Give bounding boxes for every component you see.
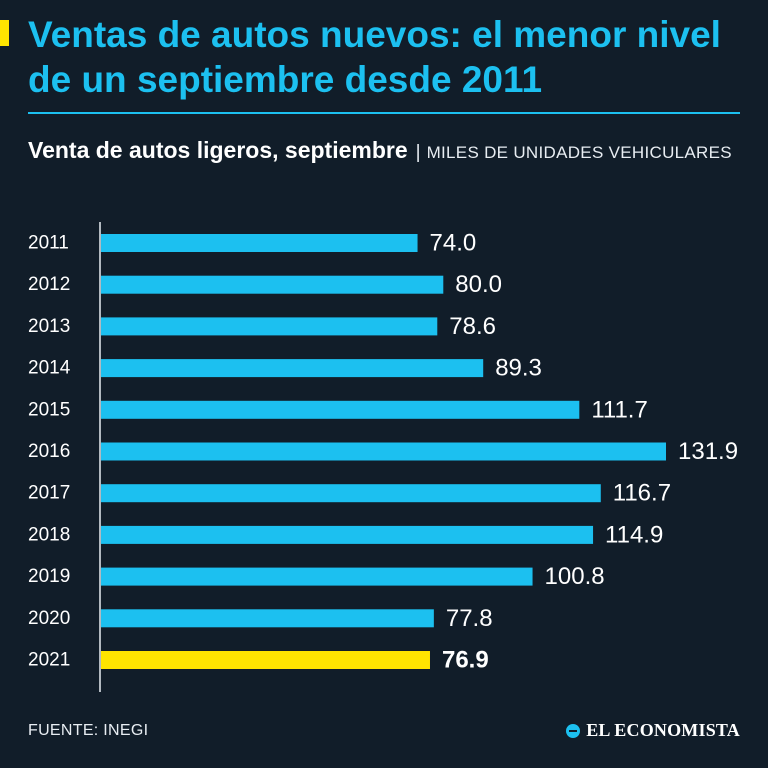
bar xyxy=(101,275,444,294)
data-label: 111.7 xyxy=(591,396,648,423)
brand-globe-icon xyxy=(566,723,581,738)
brand-name: EL ECONOMISTA xyxy=(586,720,740,740)
y-tick-label: 2014 xyxy=(28,358,71,379)
data-label: 89.3 xyxy=(495,355,542,382)
y-tick-label: 2017 xyxy=(28,483,70,504)
source-note: FUENTE: INEGI xyxy=(28,722,149,739)
bar-highlight xyxy=(101,651,430,669)
brand-logo: EL ECONOMISTA xyxy=(566,720,740,741)
chart-title: Ventas de autos nuevos: el menor nivel d… xyxy=(28,14,721,100)
y-tick-label: 2012 xyxy=(28,274,70,295)
data-label: 76.9 xyxy=(442,647,489,674)
bar xyxy=(101,609,434,628)
bar xyxy=(101,484,601,503)
data-label: 116.7 xyxy=(613,480,671,507)
y-tick-label: 2020 xyxy=(28,608,70,629)
bar xyxy=(101,567,533,586)
title-divider xyxy=(28,112,740,114)
data-label: 77.8 xyxy=(446,605,493,632)
data-label: 78.6 xyxy=(449,313,496,340)
data-label: 131.9 xyxy=(678,438,738,465)
chart-subtitle: Venta de autos ligeros, septiembre | MILES… xyxy=(28,134,748,169)
data-label: 80.0 xyxy=(455,271,502,298)
bar xyxy=(101,234,418,252)
y-tick-label: 2018 xyxy=(28,524,70,545)
bar xyxy=(101,317,438,336)
y-tick-label: 2019 xyxy=(28,566,70,587)
y-tick-label: 2015 xyxy=(28,399,70,420)
y-tick-label: 2016 xyxy=(28,441,70,462)
data-label: 114.9 xyxy=(605,521,663,548)
y-tick-label: 2011 xyxy=(28,233,69,254)
subtitle-units: MILES DE UNIDADES VEHICULARES xyxy=(426,143,732,162)
bar xyxy=(101,525,594,544)
y-tick-label: 2013 xyxy=(28,316,70,337)
bar xyxy=(101,400,580,419)
y-tick-label: 2021 xyxy=(28,650,70,671)
title-accent-marker xyxy=(0,20,9,46)
bar xyxy=(101,359,484,378)
data-label: 100.8 xyxy=(545,563,605,590)
subtitle-separator: | xyxy=(415,142,421,163)
subtitle-main: Venta de autos ligeros, septiembre xyxy=(28,137,408,163)
bar xyxy=(101,442,666,461)
data-label: 74.0 xyxy=(430,230,477,257)
